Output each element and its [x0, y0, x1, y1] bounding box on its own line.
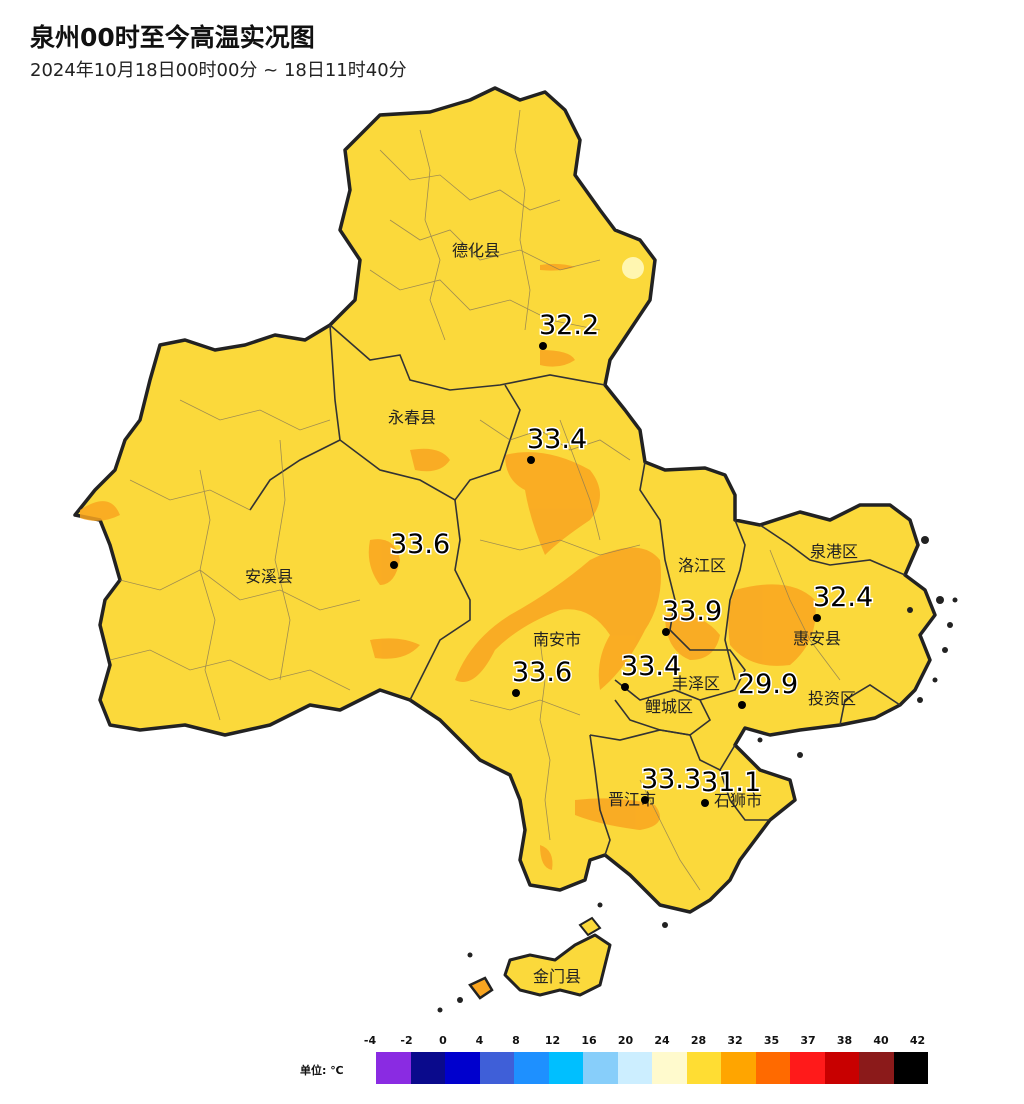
legend-swatch: [617, 1052, 652, 1084]
station-dot: [641, 796, 649, 804]
legend-tick-label: 24: [654, 1034, 670, 1047]
legend-swatch: [893, 1052, 928, 1084]
station-dot: [539, 342, 547, 350]
legend-tick-label: 42: [909, 1034, 926, 1047]
county-label-fengze: 丰泽区: [672, 674, 720, 693]
station-value: 33.4: [527, 424, 587, 455]
station-value: 29.9: [738, 669, 798, 700]
legend-unit: 单位: ℃: [300, 1064, 344, 1077]
county-label-quangang: 泉港区: [810, 542, 858, 561]
map-title: 泉州00时至今高温实况图: [30, 23, 315, 52]
legend-tick-label: 12: [544, 1034, 561, 1047]
station-dot: [527, 456, 535, 464]
legend-tick-label: 28: [690, 1034, 707, 1047]
legend-tick-label: 38: [836, 1034, 853, 1047]
legend-swatch: [859, 1052, 894, 1084]
county-label-shishi: 石狮市: [714, 791, 762, 810]
county-label-jinjiang: 晋江市: [608, 790, 656, 809]
legend-tick-label: 20: [617, 1034, 634, 1047]
station-dot: [738, 701, 746, 709]
county-label-licheng: 鲤城区: [645, 697, 693, 716]
station-value: 33.9: [662, 596, 722, 627]
mainland-region: [73, 86, 937, 914]
legend-swatch: [583, 1052, 618, 1084]
legend-tick-label: 32: [727, 1034, 743, 1047]
jinmen-island: [503, 933, 612, 997]
legend-swatch: [376, 1052, 411, 1084]
county-boundaries: [249, 324, 906, 856]
legend-swatch: [686, 1052, 721, 1084]
legend-tick-label: 0: [439, 1034, 447, 1047]
station-value: 33.6: [512, 657, 572, 688]
legend: -4 -2 0 4 8 12 16 20 24 28 32 35 37 38 40 42 单位: ℃: [300, 1030, 1020, 1090]
legend-swatch: [652, 1052, 687, 1084]
map-subtitle: 2024年10月18日00时00分 ~ 18日11时40分: [30, 60, 407, 81]
legend-tick-label: 16: [581, 1034, 597, 1047]
legend-swatch: [548, 1052, 583, 1084]
warm-zones: [80, 263, 816, 870]
station-value: 32.4: [813, 582, 873, 613]
legend-swatch: [514, 1052, 549, 1084]
legend-tick-label: 40: [873, 1034, 889, 1047]
legend-swatch: [410, 1052, 445, 1084]
station-dot: [621, 683, 629, 691]
station-value: 32.2: [539, 310, 599, 341]
county-label-yongchun: 永春县: [388, 408, 436, 427]
legend-tick-label: 35: [763, 1034, 780, 1047]
small-island: [578, 916, 602, 937]
legend-tick-label: 37: [800, 1034, 816, 1047]
legend-tick-label: 4: [475, 1034, 484, 1047]
town-boundaries: [109, 109, 841, 891]
station-value: 33.3: [641, 764, 701, 795]
legend-swatch: [445, 1052, 480, 1084]
legend-swatch: [824, 1052, 859, 1084]
legend-swatch: [790, 1052, 825, 1084]
station-dot: [813, 614, 821, 622]
islets: [437, 536, 958, 1013]
county-label-jinmen: 金门县: [533, 967, 581, 986]
county-label-luojiang: 洛江区: [678, 556, 726, 575]
legend-swatch: [479, 1052, 514, 1084]
station-value: 31.1: [701, 767, 761, 798]
small-island: [468, 976, 494, 1000]
station-dot: [390, 561, 398, 569]
county-label-dehua: 德化县: [452, 241, 500, 260]
station-layer: 32.2 33.4 33.6 33.6 33.9 33.4 32.4 29.9 33.3 31.1: [389, 309, 875, 807]
legend-tick-label: -4: [363, 1034, 377, 1047]
legend-tick-label: -2: [400, 1034, 413, 1047]
county-label-nanan: 南安市: [533, 630, 581, 649]
county-label-anxi: 安溪县: [245, 567, 293, 586]
station-dot: [662, 628, 670, 636]
light-spot: [622, 257, 644, 279]
legend-ticks: -4 -2 0 4 8 12 16 20 24 28 32 35 37 38 40 42: [300, 1030, 1020, 1050]
legend-colorbar: [376, 1052, 928, 1084]
station-value: 33.6: [390, 529, 450, 560]
legend-tick-label: 8: [512, 1034, 520, 1047]
county-label-touziqu: 投资区: [808, 689, 856, 708]
legend-swatch: [721, 1052, 756, 1084]
station-dot: [701, 799, 709, 807]
legend-swatch: [755, 1052, 790, 1084]
station-value: 33.4: [621, 651, 681, 682]
station-dot: [512, 689, 520, 697]
county-label-huian: 惠安县: [793, 629, 841, 648]
